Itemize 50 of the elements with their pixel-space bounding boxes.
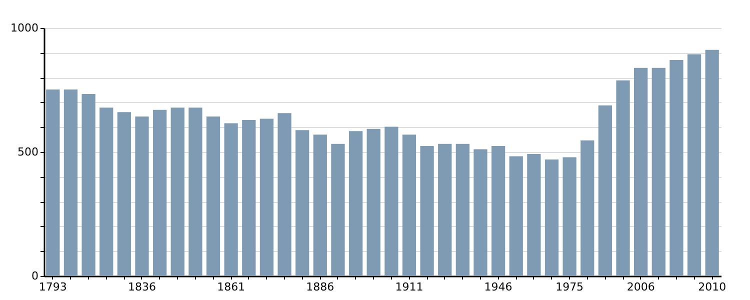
bar <box>206 116 220 276</box>
bar <box>580 140 594 276</box>
y-tick-label: 0 <box>32 270 38 282</box>
bar <box>616 80 630 276</box>
x-tick-label: 2006 <box>626 280 655 294</box>
bar <box>296 130 310 276</box>
bar <box>456 144 470 276</box>
bar <box>652 68 666 276</box>
x-tick-label: 1793 <box>38 280 67 294</box>
bar <box>135 116 149 276</box>
bar <box>152 110 167 276</box>
bar <box>474 149 488 276</box>
bar <box>242 120 256 276</box>
bar <box>438 144 452 276</box>
bar <box>170 108 184 276</box>
bar <box>117 112 131 276</box>
bar <box>224 123 238 276</box>
x-tick-label: 1911 <box>395 280 424 294</box>
bar <box>313 134 327 276</box>
bar <box>598 105 612 276</box>
bar <box>670 60 684 276</box>
bar <box>188 108 202 276</box>
y-tick-label: 500 <box>18 146 38 158</box>
x-tick-label: 1861 <box>217 280 246 294</box>
x-tick-label: 1975 <box>556 280 584 294</box>
bar <box>634 68 648 276</box>
bar <box>420 146 434 276</box>
bar <box>46 90 60 276</box>
bar <box>705 50 719 276</box>
bar <box>366 128 380 276</box>
bar <box>687 54 702 276</box>
bar <box>384 126 398 276</box>
bar <box>64 90 78 276</box>
bar <box>562 157 576 276</box>
y-tick-label: 1000 <box>10 22 38 34</box>
x-tick-label: 1946 <box>484 280 512 294</box>
bar <box>544 159 559 276</box>
bar <box>260 118 274 276</box>
bar <box>527 154 541 276</box>
x-tick-label: 2010 <box>698 280 726 294</box>
x-tick-label: 1836 <box>128 280 156 294</box>
bar <box>491 146 506 276</box>
bar <box>509 156 523 276</box>
bar <box>82 94 96 276</box>
bar <box>348 131 363 276</box>
bar <box>402 134 416 276</box>
x-tick-label: 1886 <box>306 280 334 294</box>
bar <box>100 108 114 276</box>
bar <box>331 144 345 276</box>
bar <box>278 113 292 276</box>
